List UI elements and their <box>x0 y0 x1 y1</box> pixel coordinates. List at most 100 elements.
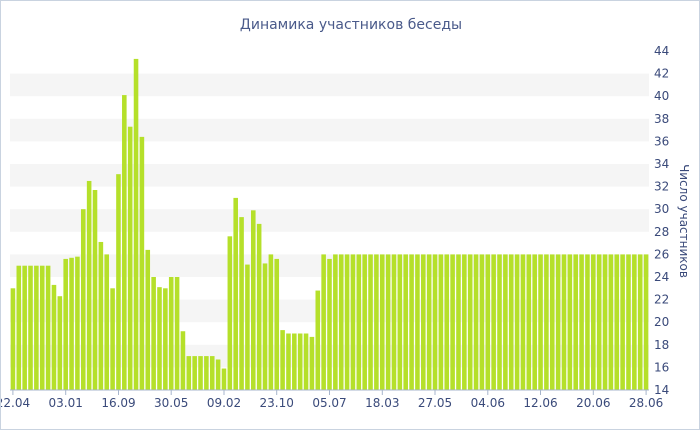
y-tick-label: 26 <box>654 247 669 261</box>
x-tick-label: 12.06 <box>523 396 557 410</box>
bar <box>204 356 209 390</box>
bar <box>409 254 414 390</box>
bar <box>286 333 291 390</box>
chart-title: Динамика участников беседы <box>240 17 462 33</box>
y-tick-label: 22 <box>654 293 669 307</box>
bar <box>75 256 80 390</box>
y-tick-label: 16 <box>654 360 669 374</box>
grid-band <box>10 209 649 232</box>
bar <box>180 331 186 390</box>
bar <box>215 359 221 390</box>
bar <box>397 254 403 390</box>
bar <box>467 254 473 390</box>
bar <box>538 254 543 390</box>
bar <box>374 254 379 390</box>
x-tick-label: 30.05 <box>154 396 188 410</box>
x-tick-label: 05.07 <box>312 396 346 410</box>
bar <box>139 136 145 390</box>
y-tick-label: 42 <box>654 67 669 81</box>
bar <box>333 254 338 390</box>
bar <box>626 254 631 390</box>
bar <box>456 254 461 390</box>
bar <box>632 254 637 390</box>
bar <box>385 254 391 390</box>
bar <box>116 174 121 390</box>
bar <box>596 254 602 390</box>
bar <box>256 223 262 390</box>
x-tick-label: 27.05 <box>418 396 452 410</box>
bar <box>45 265 51 390</box>
bar <box>514 254 520 390</box>
bar <box>479 254 485 390</box>
bar <box>221 368 227 390</box>
bar <box>327 258 332 390</box>
bar <box>421 254 426 390</box>
bar <box>573 254 578 390</box>
bar <box>233 197 238 390</box>
bar <box>450 254 455 390</box>
x-tick-label: 23.10 <box>260 396 294 410</box>
bar <box>497 254 502 390</box>
bar <box>245 264 250 390</box>
bar <box>69 257 74 390</box>
bar <box>209 356 215 390</box>
bar <box>262 263 268 390</box>
y-tick-label: 20 <box>654 315 669 329</box>
bar <box>368 254 373 390</box>
bar <box>491 254 496 390</box>
bar <box>579 254 584 390</box>
bar <box>39 265 45 390</box>
bar <box>157 287 162 390</box>
y-tick-label: 32 <box>654 180 669 194</box>
x-tick-label: 20.06 <box>576 396 610 410</box>
bar <box>192 356 197 390</box>
y-axis-title: Число участников <box>677 164 691 278</box>
bar <box>86 180 92 390</box>
bar <box>303 333 309 390</box>
bar <box>350 254 356 390</box>
bar <box>122 95 127 390</box>
bar <box>379 254 385 390</box>
bar <box>532 254 537 390</box>
bar <box>251 210 256 390</box>
bar <box>168 277 174 390</box>
bar <box>614 254 620 390</box>
bar <box>608 254 614 390</box>
bar <box>198 356 203 390</box>
y-axis-ticks: 14 16 18 20 22 24 26 28 30 32 34 36 38 40 42 44 <box>654 44 669 397</box>
bar <box>274 258 280 390</box>
bar <box>16 265 22 390</box>
bar <box>280 330 285 390</box>
bar <box>80 209 86 390</box>
bar <box>508 254 514 390</box>
y-tick-label: 36 <box>654 134 669 148</box>
bar <box>415 254 420 390</box>
x-tick-label: 16.09 <box>101 396 135 410</box>
grid-band <box>10 73 649 97</box>
bar <box>10 288 16 390</box>
x-tick-label: 03.01 <box>49 396 83 410</box>
x-tick-label: 04.06 <box>471 396 505 410</box>
y-tick-label: 24 <box>654 270 669 284</box>
bar <box>391 254 397 390</box>
y-tick-label: 14 <box>654 383 669 397</box>
bar <box>561 254 567 390</box>
bar <box>321 254 326 390</box>
bar <box>133 58 139 390</box>
bar <box>555 254 561 390</box>
bar <box>98 241 104 390</box>
bar <box>438 254 444 390</box>
bar <box>22 265 27 390</box>
bar <box>591 254 596 390</box>
bar <box>485 254 491 390</box>
bar <box>104 254 110 390</box>
x-axis-ticks: 22.04 03.01 16.09 30.05 09.02 23.10 05.07 18.03… <box>1 390 663 410</box>
bar <box>549 254 555 390</box>
bar <box>315 290 321 390</box>
bar <box>544 254 549 390</box>
bar <box>356 254 362 390</box>
bar <box>643 254 649 390</box>
y-tick-label: 18 <box>654 338 669 352</box>
